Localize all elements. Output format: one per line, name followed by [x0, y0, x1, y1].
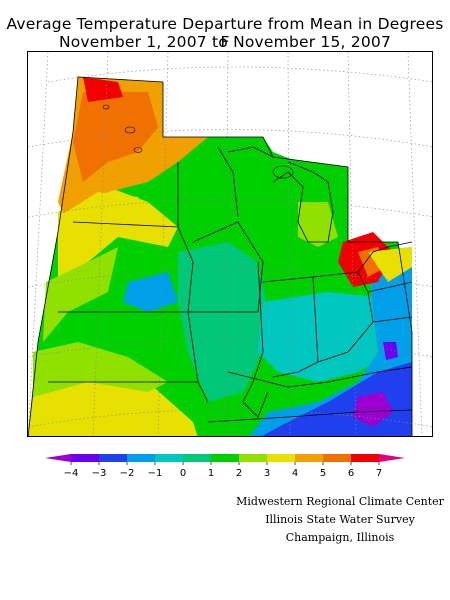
- region-outline: [28, 76, 413, 436]
- legend-tick-label: −3: [92, 468, 107, 479]
- legend-swatch: [239, 454, 268, 462]
- color-legend: −4 −3 −2 −1 0 1 2 3 4 5 6 7: [45, 454, 405, 479]
- legend-swatch: [267, 454, 296, 462]
- legend-tick-label: 4: [292, 468, 298, 479]
- legend-swatch: [323, 454, 352, 462]
- legend-swatch: [127, 454, 156, 462]
- legend-swatch: [211, 454, 240, 462]
- map-date-range: November 1, 2007 to November 15, 2007: [58, 33, 392, 51]
- legend-swatch: [71, 454, 100, 462]
- temperature-field: [28, 77, 412, 436]
- credit-mrcc: Midwestern Regional Climate Center: [236, 495, 444, 508]
- legend-tick-label: 6: [348, 468, 354, 479]
- credit-isws: Illinois State Water Survey: [265, 513, 415, 526]
- legend-tick-label: −4: [64, 468, 79, 479]
- state-boundaries: [48, 146, 413, 423]
- legend-swatch: [45, 454, 71, 462]
- legend-tick-label: 3: [264, 468, 270, 479]
- legend-tick-label: 2: [236, 468, 242, 479]
- legend-swatch: [351, 454, 380, 462]
- graticule-lines: [28, 52, 432, 436]
- credit-location: Champaign, Illinois: [285, 531, 395, 544]
- legend-tick-label: 5: [320, 468, 326, 479]
- map-title: Average Temperature Departure from Mean …: [6, 15, 444, 51]
- legend-swatch: [155, 454, 184, 462]
- legend-swatch: [99, 454, 128, 462]
- legend-swatch: [379, 454, 405, 462]
- legend-tick-label: −2: [120, 468, 135, 479]
- legend-tick-label: 7: [376, 468, 382, 479]
- temperature-departure-map: [27, 51, 433, 437]
- legend-tick-label: 1: [208, 468, 214, 479]
- legend-tick-label: 0: [180, 468, 186, 479]
- legend-tick-label: −1: [148, 468, 163, 479]
- lake-outlines: [102, 104, 294, 179]
- legend-swatch: [295, 454, 324, 462]
- legend-swatch: [183, 454, 212, 462]
